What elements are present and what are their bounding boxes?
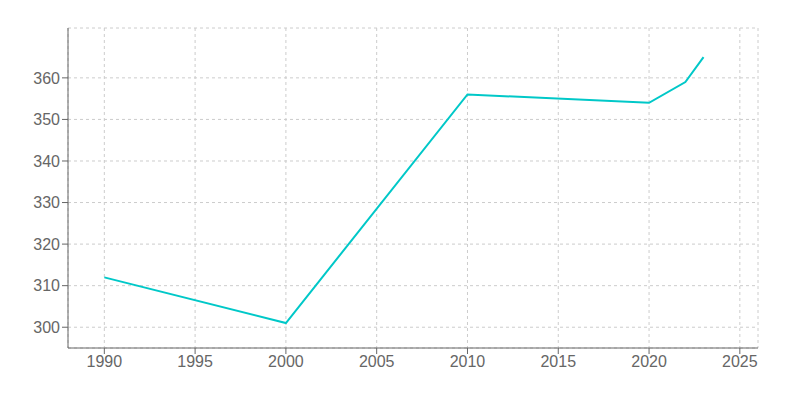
svg-text:1990: 1990	[87, 353, 123, 370]
svg-text:2020: 2020	[631, 353, 667, 370]
svg-text:2005: 2005	[359, 353, 395, 370]
svg-text:340: 340	[33, 153, 60, 170]
svg-text:360: 360	[33, 70, 60, 87]
svg-text:2025: 2025	[722, 353, 758, 370]
svg-text:1995: 1995	[177, 353, 213, 370]
svg-text:300: 300	[33, 319, 60, 336]
svg-text:330: 330	[33, 194, 60, 211]
svg-text:350: 350	[33, 111, 60, 128]
svg-text:2010: 2010	[450, 353, 486, 370]
svg-text:2000: 2000	[268, 353, 304, 370]
svg-text:320: 320	[33, 236, 60, 253]
svg-text:310: 310	[33, 277, 60, 294]
svg-text:2015: 2015	[540, 353, 576, 370]
